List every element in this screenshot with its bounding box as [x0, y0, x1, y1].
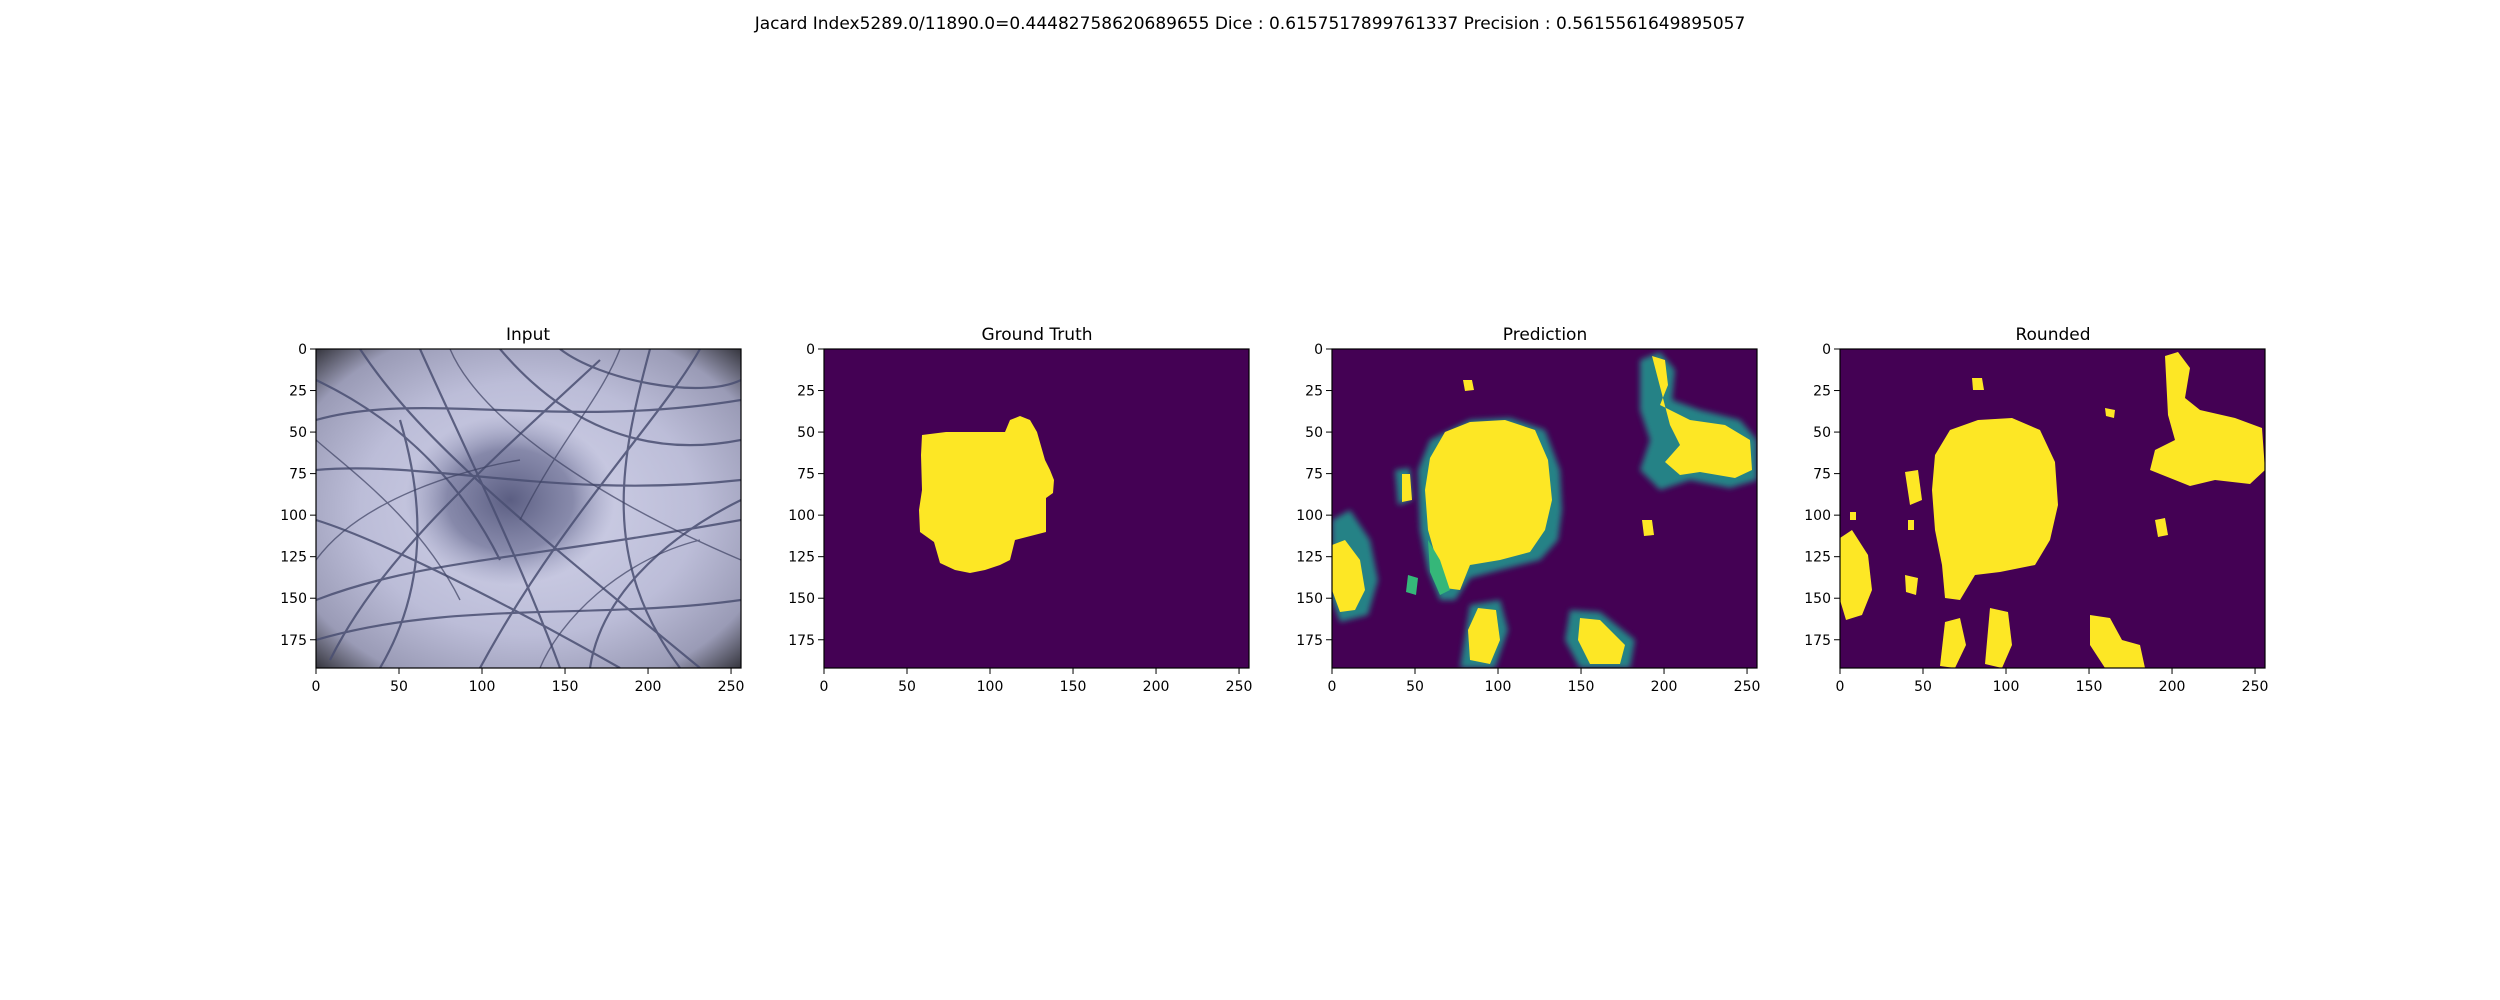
y-tick-label: 100 [280, 508, 307, 524]
y-tick-label: 25 [797, 384, 815, 400]
panel-ground-truth: Ground Truth 0 50 100 150 200 250 0 25 50 75 100 12… [788, 325, 1252, 695]
x-tick-label: 200 [2159, 679, 2186, 695]
y-tick-label: 75 [1813, 467, 1831, 483]
y-tick-label: 0 [806, 342, 815, 358]
y-tick-label: 100 [1296, 508, 1323, 524]
panel-rounded: Rounded 0 50 100 150 200 250 0 25 50 75 100 125 150 1… [1804, 325, 2268, 695]
x-tick-label: 250 [1734, 679, 1761, 695]
pred-heatmap [1332, 352, 1757, 668]
x-tick-label: 100 [1993, 679, 2020, 695]
x-tick-label: 150 [1060, 679, 1087, 695]
axes-ticks-rounded: 0 50 100 150 200 250 0 25 50 75 100 125 150 175 [1804, 342, 2268, 695]
y-tick-label: 75 [289, 467, 307, 483]
y-tick-label: 150 [1804, 591, 1831, 607]
x-tick-label: 0 [312, 679, 321, 695]
y-tick-label: 125 [1804, 550, 1831, 566]
y-tick-label: 175 [1804, 633, 1831, 649]
x-tick-label: 50 [898, 679, 916, 695]
axes-ticks-ground-truth: 0 50 100 150 200 250 0 25 50 75 100 125 150 175 [788, 342, 1252, 695]
x-tick-label: 100 [1485, 679, 1512, 695]
y-tick-label: 25 [1813, 384, 1831, 400]
y-tick-label: 175 [1296, 633, 1323, 649]
y-tick-label: 100 [788, 508, 815, 524]
x-tick-label: 0 [820, 679, 829, 695]
y-tick-label: 50 [797, 425, 815, 441]
x-tick-label: 250 [718, 679, 745, 695]
x-tick-label: 200 [635, 679, 662, 695]
y-tick-label: 25 [1305, 384, 1323, 400]
panel-title-prediction: Prediction [1503, 325, 1587, 345]
y-tick-label: 175 [788, 633, 815, 649]
y-tick-label: 125 [1296, 550, 1323, 566]
panel-title-ground-truth: Ground Truth [981, 325, 1092, 345]
y-tick-label: 150 [788, 591, 815, 607]
y-tick-label: 50 [1813, 425, 1831, 441]
input-image [316, 349, 741, 668]
y-tick-label: 125 [280, 550, 307, 566]
y-tick-label: 150 [280, 591, 307, 607]
y-tick-label: 150 [1296, 591, 1323, 607]
x-tick-label: 200 [1143, 679, 1170, 695]
x-tick-label: 0 [1328, 679, 1337, 695]
x-tick-label: 50 [1406, 679, 1424, 695]
y-tick-label: 25 [289, 384, 307, 400]
rounded-mask-regions [1840, 352, 2265, 668]
x-tick-label: 0 [1836, 679, 1845, 695]
y-tick-label: 50 [289, 425, 307, 441]
x-tick-label: 50 [390, 679, 408, 695]
y-tick-label: 75 [1305, 467, 1323, 483]
y-tick-label: 175 [280, 633, 307, 649]
y-tick-label: 125 [788, 550, 815, 566]
x-tick-label: 100 [469, 679, 496, 695]
y-tick-label: 0 [298, 342, 307, 358]
x-tick-label: 150 [1568, 679, 1595, 695]
axes-ticks-prediction: 0 50 100 150 200 250 0 25 50 75 100 125 150 175 [1296, 342, 1760, 695]
x-tick-label: 50 [1914, 679, 1932, 695]
x-tick-label: 250 [2242, 679, 2269, 695]
figure-suptitle: Jacard Index5289.0/11890.0=0.44482758620… [754, 14, 1746, 34]
x-tick-label: 150 [2076, 679, 2103, 695]
y-tick-label: 0 [1822, 342, 1831, 358]
panel-title-input: Input [506, 325, 550, 345]
axes-ticks-input: 0 50 100 150 200 250 0 25 50 75 100 125 150 175 [280, 342, 744, 695]
x-tick-label: 100 [977, 679, 1004, 695]
x-tick-label: 250 [1226, 679, 1253, 695]
panel-title-rounded: Rounded [2015, 325, 2090, 345]
gt-mask-region [919, 416, 1054, 573]
x-tick-label: 200 [1651, 679, 1678, 695]
y-tick-label: 75 [797, 467, 815, 483]
x-tick-label: 150 [552, 679, 579, 695]
y-tick-label: 0 [1314, 342, 1323, 358]
y-tick-label: 100 [1804, 508, 1831, 524]
panel-input: Input [280, 325, 744, 695]
y-tick-label: 50 [1305, 425, 1323, 441]
